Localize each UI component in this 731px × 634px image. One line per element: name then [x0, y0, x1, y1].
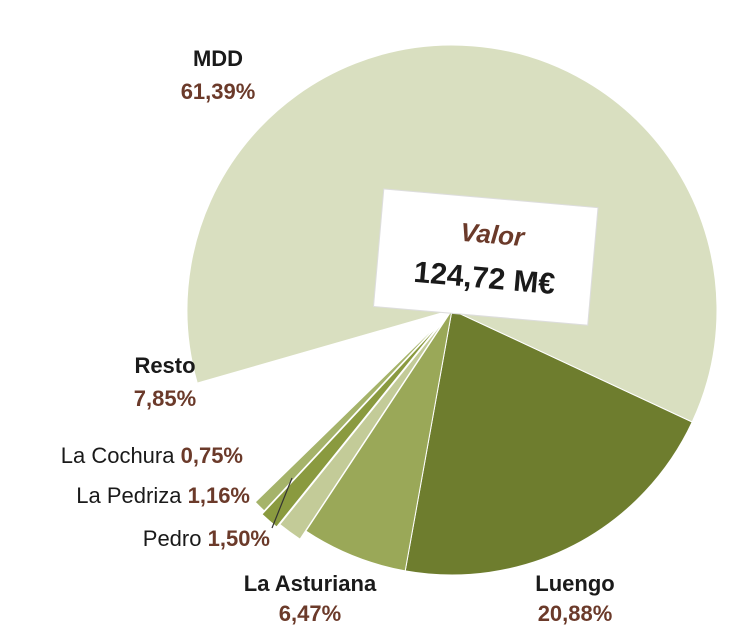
pie-slice [305, 309, 453, 572]
slice-label-group: Pedro 1,50% [143, 526, 270, 551]
pie-slice [196, 309, 453, 496]
slice-label-group: La Pedriza 1,16% [76, 483, 250, 508]
slice-label: Resto [134, 353, 195, 378]
slice-label: La Cochura [61, 443, 176, 468]
slice-value-label: 20,88% [538, 601, 613, 626]
slice-label: Pedro [143, 526, 202, 551]
slice-value-label: 61,39% [181, 79, 256, 104]
slice-value-label: 1,50% [208, 526, 270, 551]
pie-slice [404, 309, 693, 576]
center-box: Valor 124,72 M€ [372, 188, 599, 326]
center-title: Valor [459, 217, 527, 253]
slice-value-label: 6,47% [279, 601, 341, 626]
leader-line [271, 477, 293, 529]
slice-label: La Pedriza [76, 483, 182, 508]
pie-slice [279, 317, 447, 540]
labels: MDD 61,39% Luengo 20,88% La Asturiana 6,47% Pe… [61, 46, 615, 626]
slice-value-label: 0,75% [181, 443, 243, 468]
pie-slice [261, 320, 444, 528]
slice-value-label: 7,85% [134, 386, 196, 411]
pie-slice [254, 316, 446, 512]
slice-label: MDD [193, 46, 243, 71]
slice-value-label: 1,16% [188, 483, 250, 508]
slice-label-group: La Cochura 0,75% [61, 443, 243, 468]
slice-label: Luengo [535, 571, 614, 596]
slice-label: La Asturiana [244, 571, 377, 596]
center-box-bg [372, 188, 599, 326]
